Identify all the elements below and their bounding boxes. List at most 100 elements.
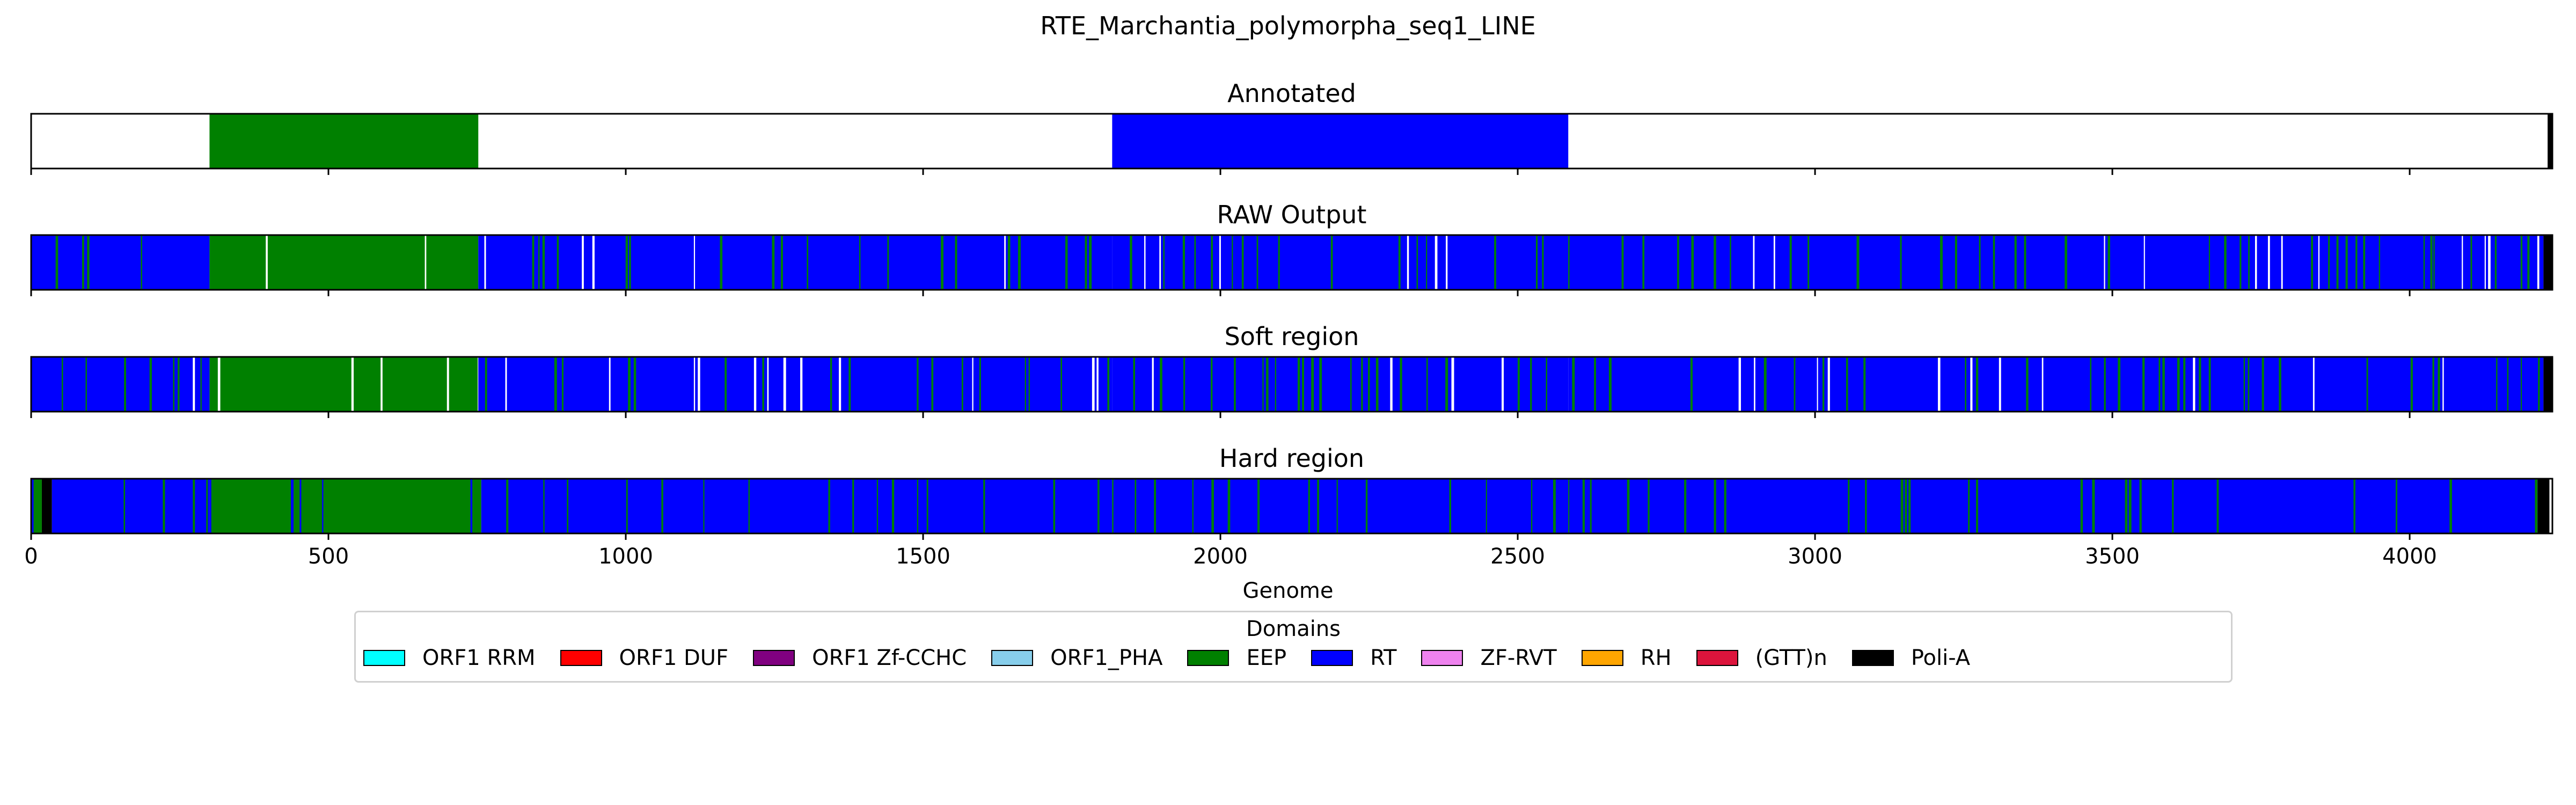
segment-stripe [852, 479, 854, 533]
segment-stripe [1154, 479, 1157, 533]
segment-stripe [1648, 479, 1650, 533]
segment-stripe [2177, 357, 2180, 412]
segment-stripe [2449, 479, 2452, 533]
segment-stripe [1572, 357, 1575, 412]
segment-stripe [1256, 235, 1258, 290]
segment-stripe [1451, 357, 1454, 412]
segment-stripe [1278, 235, 1280, 290]
segment-stripe [1753, 235, 1755, 290]
legend-item-zf-rvt: ZF-RVT [1421, 646, 1557, 670]
legend-item-rt: RT [1311, 646, 1396, 670]
segment-stripe [2488, 235, 2491, 290]
panel-frame [30, 356, 2553, 413]
segment-stripe [693, 235, 696, 290]
segment-stripe [1738, 357, 1741, 412]
segment-stripe [266, 235, 268, 290]
segment-stripe [2537, 235, 2540, 290]
segment-stripe [628, 357, 631, 412]
segment-stripe [2125, 479, 2128, 533]
segment-stripe [848, 357, 851, 412]
segment-stripe [470, 479, 473, 533]
segment-stripe [2433, 235, 2435, 290]
segment-stripe [2248, 235, 2250, 290]
segment-stripe [209, 479, 211, 533]
segment-stripe [1856, 235, 1860, 290]
segment-stripe [2410, 357, 2413, 412]
segment-stripe [2208, 235, 2210, 290]
segment-stripe [1621, 235, 1624, 290]
x-tick-label: 2000 [1193, 544, 1248, 569]
segment-stripe [2255, 235, 2257, 290]
segment-stripe [972, 357, 974, 412]
segment-stripe [1426, 235, 1428, 290]
segment-stripe [1608, 357, 1612, 412]
segment-rt [1112, 357, 1569, 412]
legend-swatch [1187, 650, 1230, 666]
segment-stripe [1863, 357, 1866, 412]
segment-stripe [2507, 357, 2509, 412]
segment-stripe [485, 357, 487, 412]
legend-label: ORF1_PHA [1050, 646, 1163, 670]
segment-stripe [1192, 479, 1194, 533]
segment-poli-a [2543, 357, 2552, 412]
segment-stripe [567, 479, 568, 533]
segment-stripe [561, 357, 564, 412]
segment-stripe [1311, 357, 1314, 412]
segment-eep [31, 479, 42, 533]
segment-stripe [2423, 235, 2425, 290]
segment-stripe [1232, 235, 1233, 290]
segment-stripe [2162, 357, 2165, 412]
segment-rt [31, 357, 210, 412]
segment-stripe [1219, 235, 1221, 290]
legend-label: RT [1370, 646, 1397, 670]
segment-stripe [1848, 479, 1850, 533]
legend-title: Domains [1246, 617, 1341, 641]
segment-stripe [2353, 479, 2355, 533]
segment-rt [481, 479, 1113, 533]
segment-stripe [724, 357, 727, 412]
segment-stripe [1375, 357, 1379, 412]
segment-stripe [1317, 479, 1319, 533]
segment-rt [52, 479, 210, 533]
segment-stripe [1530, 357, 1532, 412]
segment-stripe [1336, 479, 1338, 533]
segment-rt [31, 235, 210, 290]
segment-stripe [2143, 235, 2145, 290]
segment-stripe [543, 479, 545, 533]
segment-stripe [1330, 235, 1333, 290]
segment-stripe [1390, 357, 1393, 412]
segment-stripe [351, 357, 354, 412]
segment-rt [1112, 479, 1569, 533]
panel-title-hard-region: Hard region [1219, 444, 1364, 473]
segment-stripe [1905, 479, 1907, 533]
segment-stripe [1182, 235, 1185, 290]
x-tick-label: 3000 [1788, 544, 1842, 569]
segment-stripe [2279, 357, 2281, 412]
segment-stripe [1160, 357, 1162, 412]
segment-stripe [299, 479, 302, 533]
segment-stripe [1024, 357, 1026, 412]
segment-stripe [163, 479, 165, 533]
segment-poli-a [41, 479, 52, 533]
segment-stripe [149, 357, 152, 412]
segment-stripe [1501, 357, 1504, 412]
segment-stripe [1494, 235, 1496, 290]
segment-stripe [2142, 357, 2145, 412]
segment-stripe [505, 357, 507, 412]
segment-stripe [2240, 235, 2242, 290]
segment-stripe [1007, 235, 1011, 290]
segment-stripe [1900, 479, 1904, 533]
segment-stripe [1937, 357, 1941, 412]
segment-stripe [1900, 235, 1902, 290]
segment-stripe [217, 357, 221, 412]
segment-stripe [626, 479, 628, 533]
segment-stripe [1130, 235, 1132, 290]
segment-stripe [1092, 357, 1095, 412]
segment-stripe [780, 235, 783, 290]
segment-stripe [1807, 235, 1810, 290]
segment-stripe [2199, 357, 2201, 412]
segment-stripe [1846, 357, 1848, 412]
segment-stripe [1773, 235, 1775, 290]
segment-stripe [1535, 235, 1538, 290]
segment-stripe [2312, 357, 2315, 412]
